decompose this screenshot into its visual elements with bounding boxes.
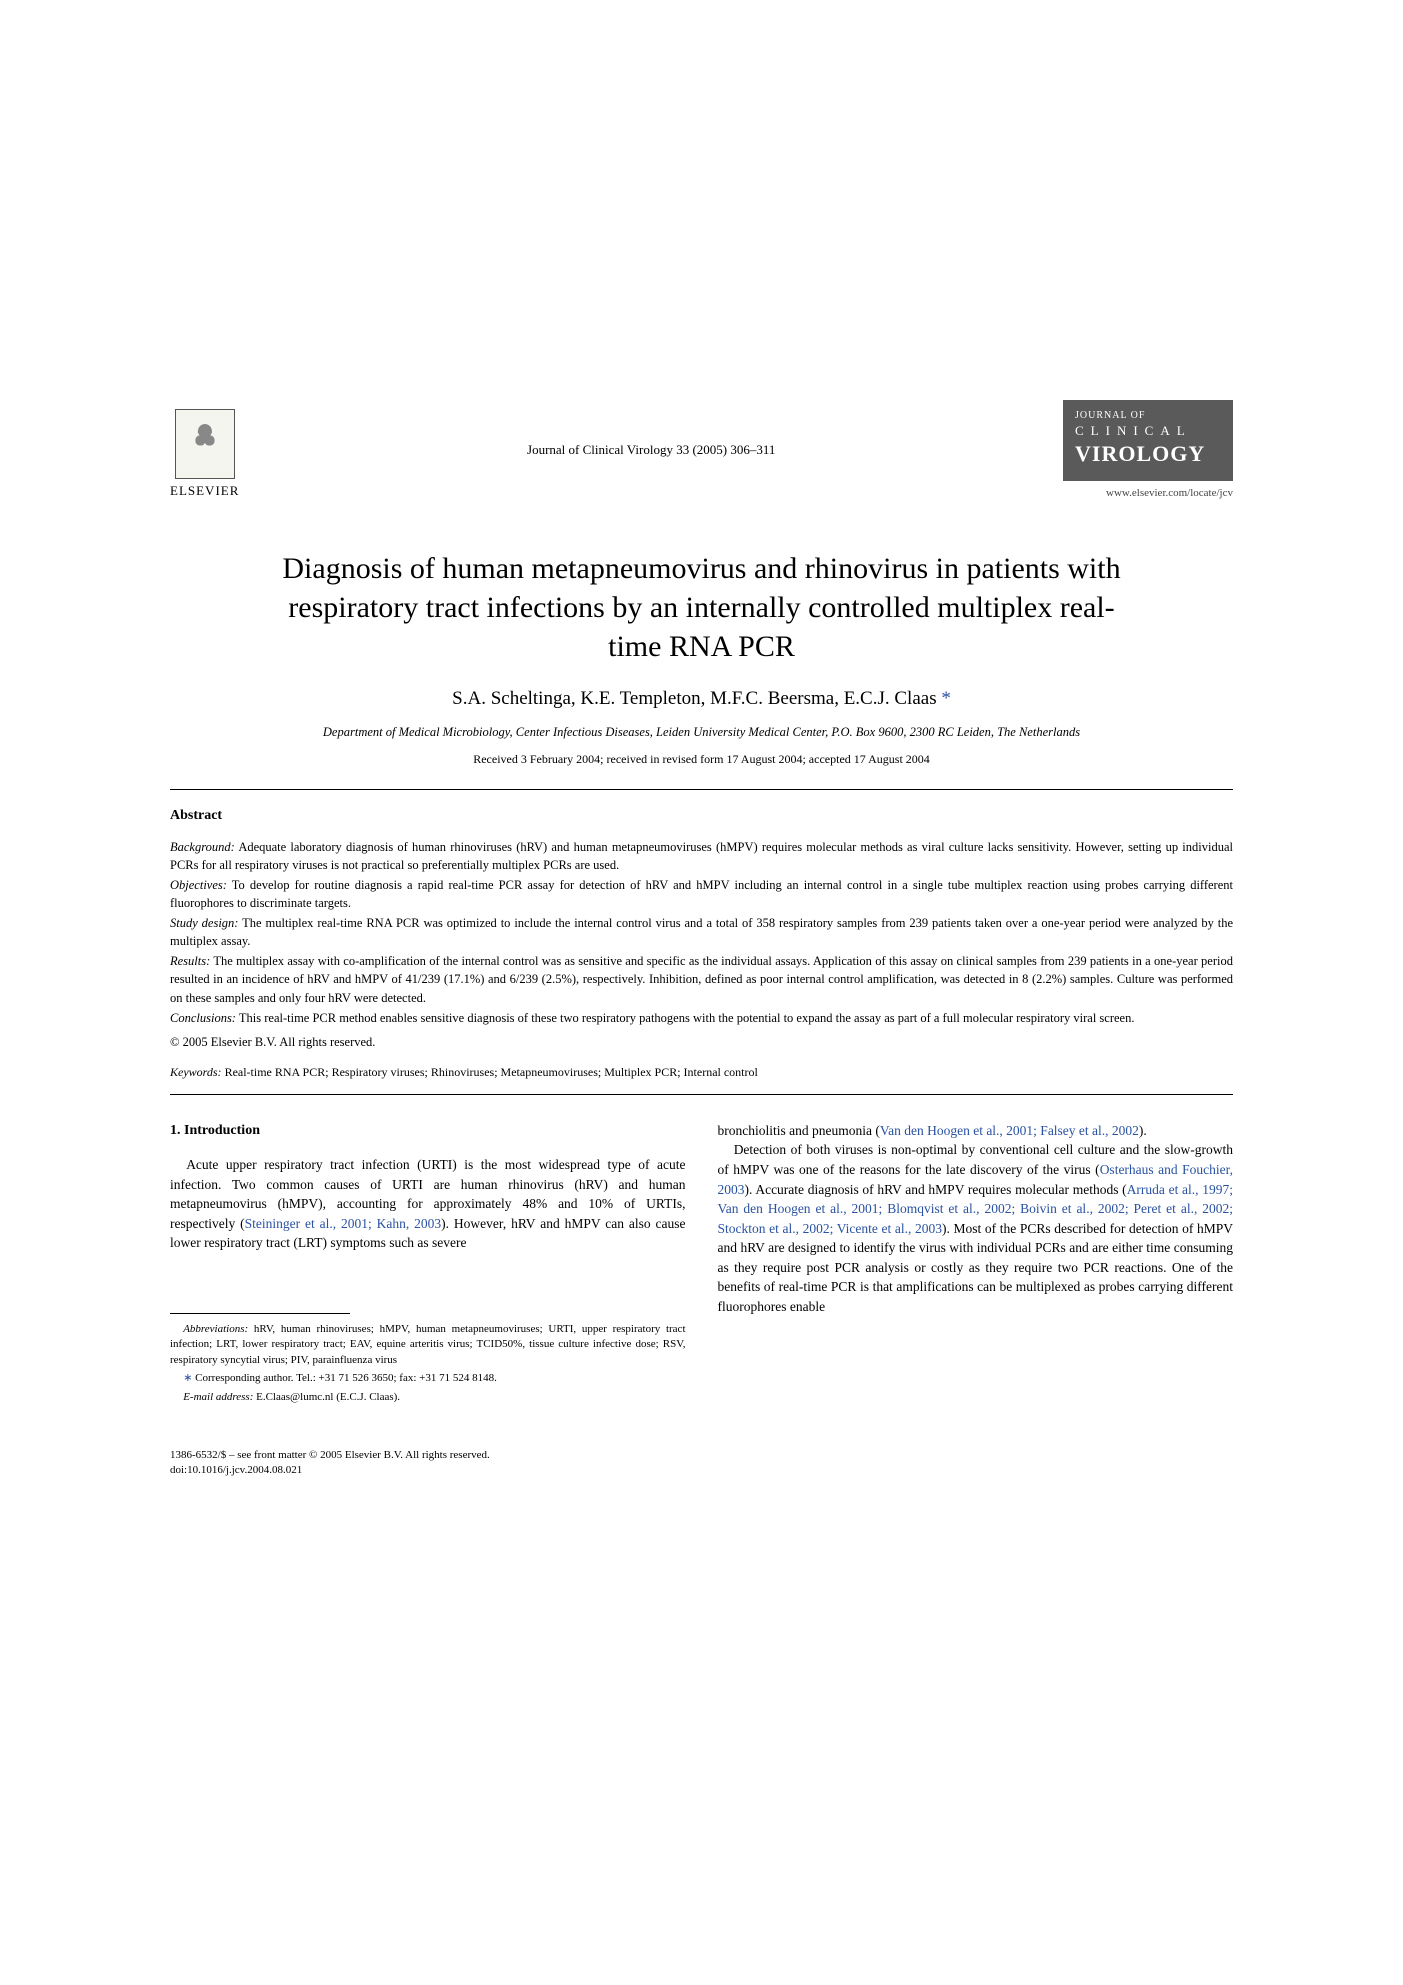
rule-top [170, 789, 1233, 790]
abstract-copyright: © 2005 Elsevier B.V. All rights reserved… [170, 1033, 1233, 1051]
journal-logo: JOURNAL OF CLINICAL VIROLOGY [1063, 400, 1233, 481]
tag-study-design: Study design: [170, 916, 238, 930]
intro-para-2: Detection of both viruses is non-optimal… [718, 1140, 1234, 1316]
affiliation: Department of Medical Microbiology, Cent… [170, 724, 1233, 742]
header-row: ELSEVIER Journal of Clinical Virology 33… [170, 400, 1233, 499]
left-column: 1. Introduction Acute upper respiratory … [170, 1121, 686, 1408]
abstract-conclusions: Conclusions: This real-time PCR method e… [170, 1009, 1233, 1027]
section-heading: 1. Introduction [170, 1121, 686, 1141]
footnote-email: E-mail address: E.Claas@lumc.nl (E.C.J. … [170, 1390, 686, 1405]
abbrev-text: hRV, human rhinoviruses; hMPV, human met… [170, 1323, 686, 1366]
footnote-corresponding: ∗ Corresponding author. Tel.: +31 71 526… [170, 1371, 686, 1386]
body-columns: 1. Introduction Acute upper respiratory … [170, 1121, 1233, 1408]
abstract-objectives: Objectives: To develop for routine diagn… [170, 876, 1233, 912]
tag-objectives: Objectives: [170, 878, 227, 892]
journal-logo-line3: VIROLOGY [1075, 441, 1221, 467]
journal-logo-block: JOURNAL OF CLINICAL VIROLOGY www.elsevie… [1063, 400, 1233, 499]
text-conclusions: This real-time PCR method enables sensit… [239, 1011, 1135, 1025]
right-column: bronchiolitis and pneumonia (Van den Hoo… [718, 1121, 1234, 1408]
keywords-line: Keywords: Real-time RNA PCR; Respiratory… [170, 1065, 1233, 1080]
authors-text: S.A. Scheltinga, K.E. Templeton, M.F.C. … [452, 688, 936, 709]
journal-citation: Journal of Clinical Virology 33 (2005) 3… [239, 442, 1063, 458]
abstract-body: Background: Adequate laboratory diagnosi… [170, 838, 1233, 1051]
intro-para-1-cont: bronchiolitis and pneumonia (Van den Hoo… [718, 1121, 1234, 1141]
corr-text: Corresponding author. Tel.: +31 71 526 3… [195, 1372, 497, 1384]
text-objectives: To develop for routine diagnosis a rapid… [170, 878, 1233, 910]
text-background: Adequate laboratory diagnosis of human r… [170, 840, 1233, 872]
abstract-label: Abstract [170, 808, 1233, 824]
keywords-text: Real-time RNA PCR; Respiratory viruses; … [225, 1065, 758, 1079]
p2-text-b: ). Accurate diagnosis of hRV and hMPV re… [745, 1182, 1127, 1197]
journal-logo-line2: CLINICAL [1075, 423, 1221, 439]
issn-line: 1386-6532/$ – see front matter © 2005 El… [170, 1448, 1233, 1463]
corr-star-icon: ∗ [183, 1372, 192, 1384]
cont-pre: bronchiolitis and pneumonia ( [718, 1123, 880, 1138]
footer-meta: 1386-6532/$ – see front matter © 2005 El… [170, 1448, 1233, 1479]
journal-logo-line1: JOURNAL OF [1075, 410, 1221, 421]
abstract-background: Background: Adequate laboratory diagnosi… [170, 838, 1233, 874]
doi-line: doi:10.1016/j.jcv.2004.08.021 [170, 1463, 1233, 1478]
publisher-label: ELSEVIER [170, 483, 239, 499]
tag-conclusions: Conclusions: [170, 1011, 236, 1025]
email-text: E.Claas@lumc.nl (E.C.J. Claas). [256, 1391, 400, 1403]
footnote-rule [170, 1313, 350, 1314]
elsevier-tree-icon [175, 409, 235, 479]
cite-steininger[interactable]: Steininger et al., 2001; Kahn, 2003 [245, 1216, 442, 1231]
footnote-abbrev: Abbreviations: hRV, human rhinoviruses; … [170, 1322, 686, 1368]
intro-para-1: Acute upper respiratory tract infection … [170, 1155, 686, 1253]
cite-vandenhoogen[interactable]: Van den Hoogen et al., 2001; Falsey et a… [880, 1123, 1139, 1138]
authors-line: S.A. Scheltinga, K.E. Templeton, M.F.C. … [170, 688, 1233, 710]
tag-background: Background: [170, 840, 235, 854]
abstract-results: Results: The multiplex assay with co-amp… [170, 952, 1233, 1006]
text-study-design: The multiplex real-time RNA PCR was opti… [170, 916, 1233, 948]
rule-bottom [170, 1094, 1233, 1095]
journal-url: www.elsevier.com/locate/jcv [1106, 487, 1233, 499]
footnotes: Abbreviations: hRV, human rhinoviruses; … [170, 1322, 686, 1405]
corresponding-marker: * [941, 688, 951, 709]
tag-results: Results: [170, 954, 210, 968]
abbrev-label: Abbreviations: [183, 1323, 248, 1335]
abstract-study-design: Study design: The multiplex real-time RN… [170, 914, 1233, 950]
keywords-label: Keywords: [170, 1065, 222, 1079]
article-title: Diagnosis of human metapneumovirus and r… [277, 549, 1127, 666]
article-dates: Received 3 February 2004; received in re… [170, 752, 1233, 767]
email-label: E-mail address: [183, 1391, 253, 1403]
publisher-logo: ELSEVIER [170, 409, 239, 499]
text-results: The multiplex assay with co-amplificatio… [170, 954, 1233, 1004]
cont-post: ). [1139, 1123, 1147, 1138]
